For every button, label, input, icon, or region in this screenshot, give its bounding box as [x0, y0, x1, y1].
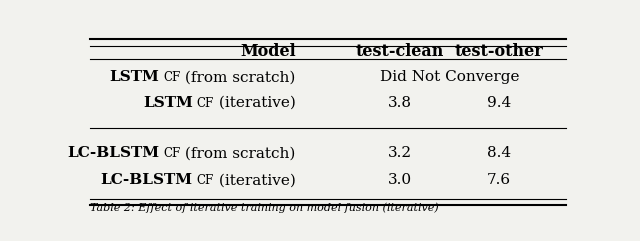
Text: test-other: test-other — [455, 43, 543, 60]
Text: CF: CF — [163, 147, 180, 160]
Text: CF: CF — [196, 174, 214, 187]
Text: 7.6: 7.6 — [487, 173, 511, 187]
Text: LC-BLSTM: LC-BLSTM — [67, 146, 159, 160]
Text: 3.8: 3.8 — [388, 96, 412, 110]
Text: 8.4: 8.4 — [487, 146, 511, 160]
Text: (iterative): (iterative) — [214, 96, 296, 110]
Text: CF: CF — [196, 97, 214, 110]
Text: 9.4: 9.4 — [487, 96, 511, 110]
Text: LC-BLSTM: LC-BLSTM — [100, 173, 193, 187]
Text: Model: Model — [240, 43, 296, 60]
Text: Table 2: Effect of iterative training on model fusion (iterative): Table 2: Effect of iterative training on… — [90, 202, 438, 213]
Text: 3.0: 3.0 — [388, 173, 412, 187]
Text: CF: CF — [163, 71, 180, 84]
Text: (from scratch): (from scratch) — [180, 70, 296, 84]
Text: 3.2: 3.2 — [388, 146, 412, 160]
Text: test-clean: test-clean — [356, 43, 444, 60]
Text: LSTM: LSTM — [143, 96, 193, 110]
Text: LSTM: LSTM — [109, 70, 159, 84]
Text: (from scratch): (from scratch) — [180, 146, 296, 160]
Text: Did Not Converge: Did Not Converge — [380, 70, 519, 84]
Text: (iterative): (iterative) — [214, 173, 296, 187]
